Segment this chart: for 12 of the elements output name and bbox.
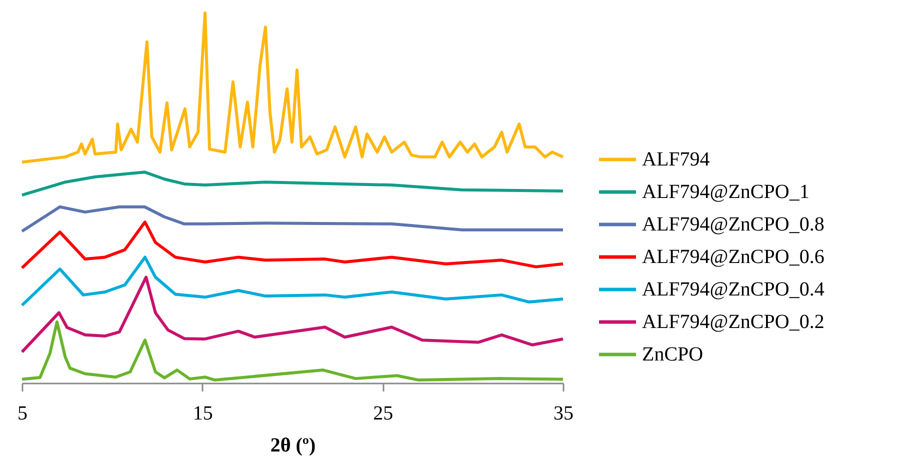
legend-label: ALF794@ZnCPO_0.8	[642, 214, 824, 236]
legend-label: ALF794@ZnCPO_0.2	[642, 311, 824, 333]
x-tick-label: 15	[192, 402, 213, 424]
legend-label: ALF794@ZnCPO_0.4	[642, 278, 824, 300]
legend-label: ALF794	[642, 148, 710, 170]
legend-label: ALF794@ZnCPO_1	[642, 181, 810, 203]
x-tick-label: 35	[554, 402, 574, 424]
x-tick-label: 25	[373, 402, 394, 424]
legend-label: ZnCPO	[642, 344, 704, 366]
x-axis-title: 2θ (º)	[270, 434, 316, 456]
legend-label: ALF794@ZnCPO_0.6	[642, 246, 824, 268]
x-tick-label: 5	[18, 402, 28, 424]
